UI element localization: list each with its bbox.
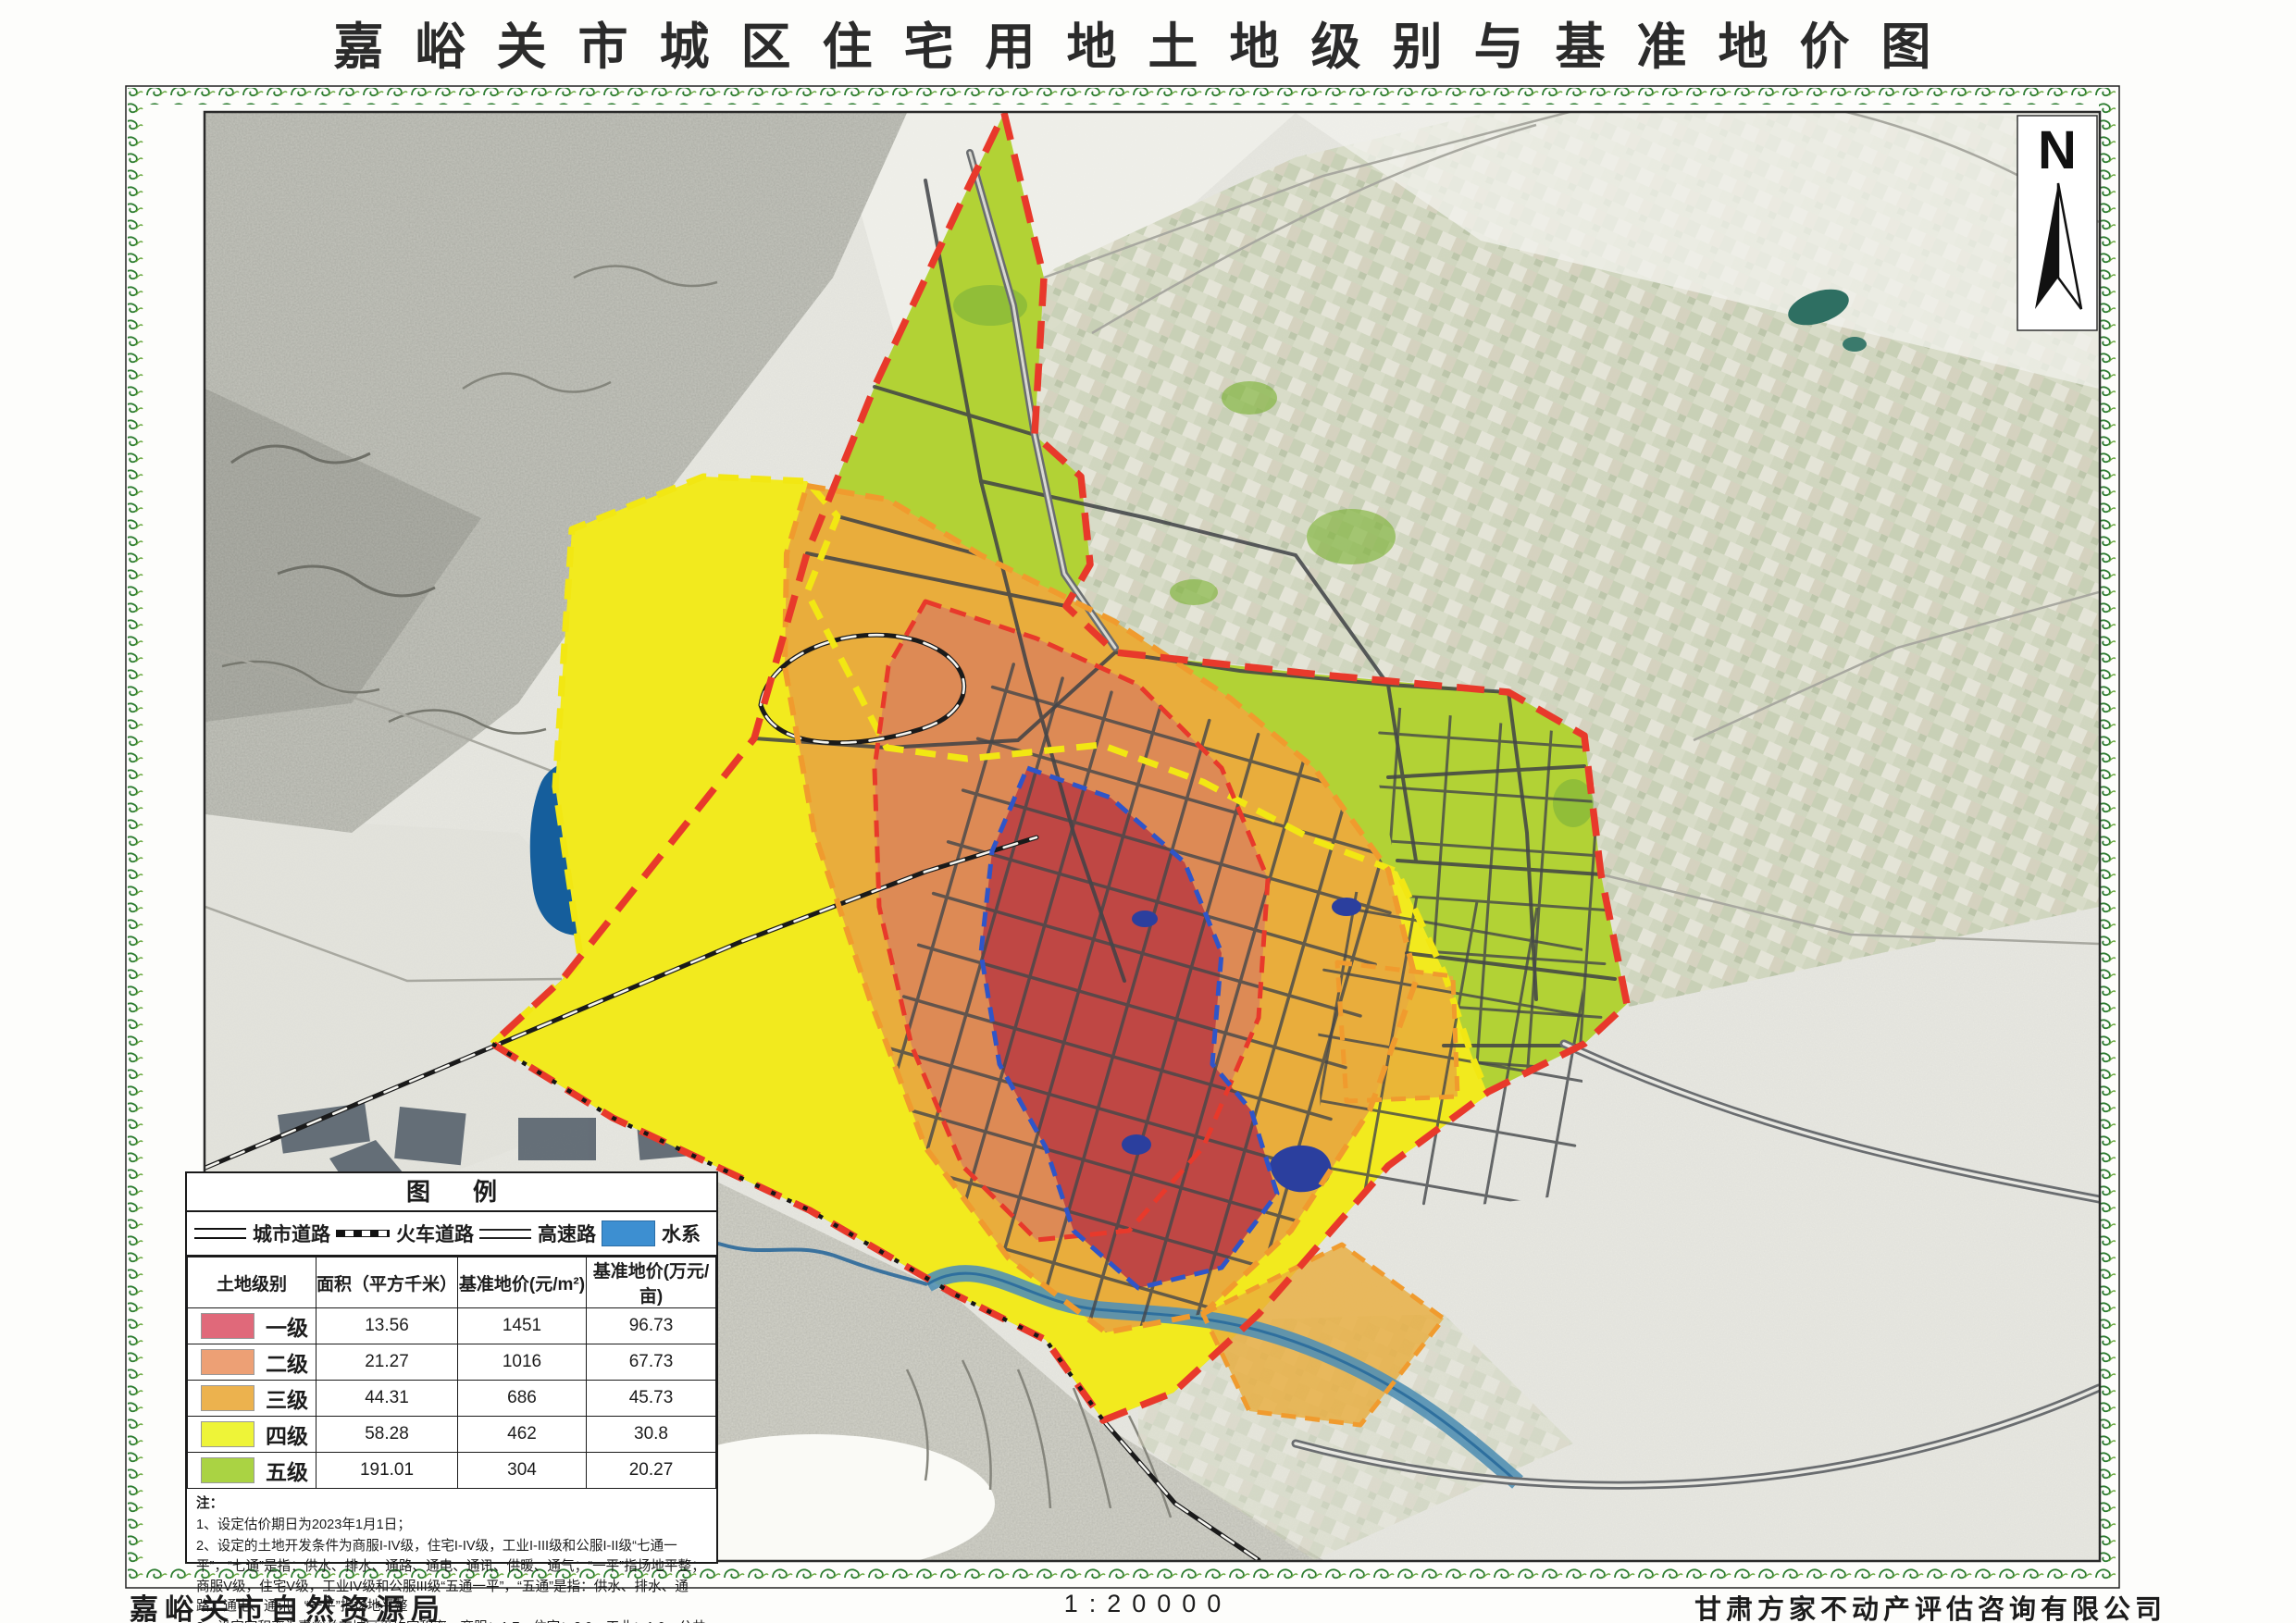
header-price-mu: 基准地价(万元/亩)	[586, 1257, 716, 1308]
north-arrow-label: N	[2038, 120, 2077, 180]
water-sample-icon	[602, 1220, 655, 1246]
legend-highway: 高速路	[479, 1220, 596, 1247]
footer-agency: 嘉峪关市自然资源局	[130, 1593, 446, 1623]
grade4-area: 58.28	[316, 1416, 458, 1453]
grade4-price-m2: 462	[457, 1416, 587, 1453]
grade2-label: 二级	[266, 1352, 308, 1376]
grade2-area: 21.27	[316, 1344, 458, 1381]
grade5-label: 五级	[266, 1460, 308, 1484]
grade1-price-mu: 96.73	[586, 1307, 716, 1344]
grade3-swatch	[201, 1385, 254, 1411]
grade3-price-mu: 45.73	[586, 1380, 716, 1417]
grade5-area: 191.01	[316, 1452, 458, 1489]
grade2-swatch	[201, 1349, 254, 1375]
header-price-m2: 基准地价(元/m²)	[457, 1257, 587, 1308]
grade3-price-m2: 686	[457, 1380, 587, 1417]
grade5-price-mu: 20.27	[586, 1452, 716, 1489]
grade1-price-m2: 1451	[457, 1307, 587, 1344]
grade5-price-m2: 304	[457, 1452, 587, 1489]
notes-label: 注：	[196, 1496, 224, 1511]
note-1: 1、设定估价期日为2023年1月1日；	[196, 1517, 411, 1532]
highway-sample-icon	[479, 1228, 531, 1239]
grade5-swatch	[201, 1457, 254, 1483]
grade4-price-mu: 30.8	[586, 1416, 716, 1453]
grade2-price-m2: 1016	[457, 1344, 587, 1381]
railway-sample-icon	[336, 1230, 390, 1237]
header-area: 面积（平方千米）	[316, 1257, 458, 1308]
page-title: 嘉峪关市城区住宅用地土地级别与基准地价图	[333, 19, 1963, 75]
table-row: 三级 44.31 686 45.73	[187, 1380, 716, 1417]
city-road-sample-icon	[194, 1228, 246, 1239]
highway-label: 高速路	[538, 1224, 596, 1245]
note-2: 2、设定的土地开发条件为商服I-IV级，住宅I-IV级，工业I-III级和公服I…	[196, 1538, 705, 1615]
header-grade: 土地级别	[187, 1257, 316, 1308]
water-label: 水系	[662, 1224, 701, 1245]
table-header-row: 土地级别 面积（平方千米） 基准地价(元/m²) 基准地价(万元/亩)	[187, 1257, 716, 1308]
legend-notes: 注： 1、设定估价期日为2023年1月1日； 2、设定的土地开发条件为商服I-I…	[187, 1489, 716, 1623]
table-row: 四级 58.28 462 30.8	[187, 1416, 716, 1453]
grade1-label: 一级	[266, 1316, 308, 1340]
legend-panel: 图例 城市道路 火车道路 高速路 水系 土地级别 面积（平方千米）	[185, 1171, 718, 1623]
grade-price-table: 土地级别 面积（平方千米） 基准地价(元/m²) 基准地价(万元/亩) 一级 1…	[187, 1257, 716, 1489]
legend-title: 图例	[405, 1178, 540, 1206]
railway-label: 火车道路	[396, 1224, 474, 1245]
grade2-price-mu: 67.73	[586, 1344, 716, 1381]
grade3-area: 44.31	[316, 1380, 458, 1417]
legend-road-types: 城市道路 火车道路 高速路 水系	[187, 1210, 716, 1257]
grade4-swatch	[201, 1421, 254, 1447]
north-arrow: N	[2017, 115, 2098, 331]
legend-city-road: 城市道路	[194, 1220, 330, 1247]
grade1-swatch	[201, 1313, 254, 1339]
legend-railway: 火车道路	[336, 1220, 474, 1247]
city-road-label: 城市道路	[253, 1224, 330, 1245]
grade1-area: 13.56	[316, 1307, 458, 1344]
footer-map-scale: 1:20000	[1063, 1590, 1233, 1617]
table-row: 二级 21.27 1016 67.73	[187, 1344, 716, 1381]
grade4-label: 四级	[266, 1424, 308, 1448]
note-3: 3、设定容积率为嘉峪关市城区平均容积率，商服：1.7，住宅：2.0，工业：1.0…	[196, 1618, 707, 1623]
footer-company: 甘肃方家不动产评估咨询有限公司	[1694, 1595, 2166, 1623]
legend-water: 水系	[602, 1220, 701, 1247]
table-row: 五级 191.01 304 20.27	[187, 1452, 716, 1489]
grade3-label: 三级	[266, 1388, 308, 1412]
table-row: 一级 13.56 1451 96.73	[187, 1307, 716, 1344]
